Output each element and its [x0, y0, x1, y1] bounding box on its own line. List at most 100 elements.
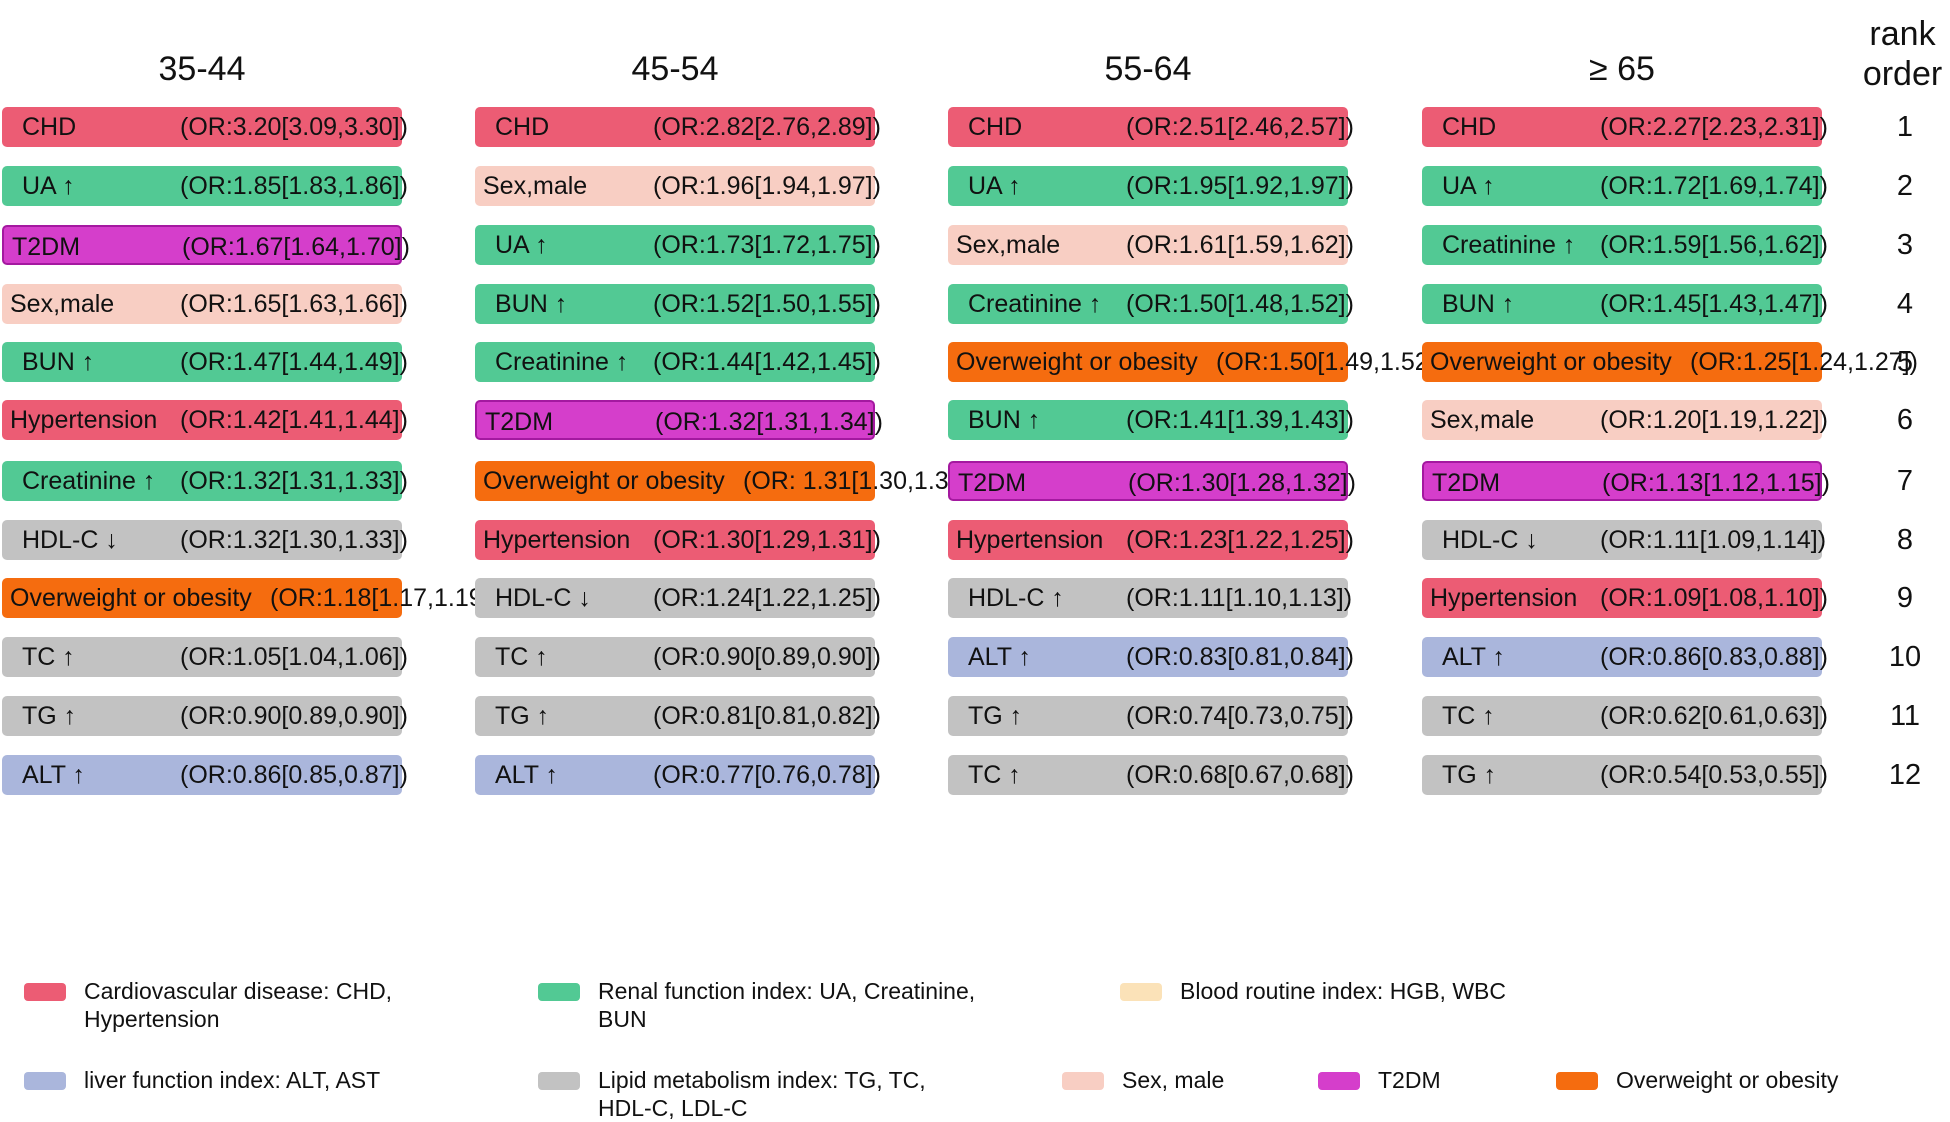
legend-text-cardio: Cardiovascular disease: CHD, Hypertensio… — [84, 978, 393, 1032]
odds-ratio-value: (OR:1.65[1.63,1.66]) — [180, 290, 408, 318]
factor-label: TC ↑ — [968, 761, 1021, 789]
factor-bar[interactable]: ALT ↑ (OR:0.83[0.81,0.84]) — [948, 637, 1354, 677]
legend-swatch-obesity — [1556, 1072, 1598, 1090]
factor-bar[interactable]: TG ↑ (OR:0.81[0.81,0.82]) — [475, 696, 881, 736]
factor-bar[interactable]: ALT ↑ (OR:0.86[0.85,0.87]) — [2, 755, 408, 795]
factor-bar[interactable]: Hypertension (OR:1.23[1.22,1.25]) — [948, 520, 1354, 560]
factor-bar[interactable]: HDL-C ↓ (OR:1.11[1.09,1.14]) — [1422, 520, 1826, 560]
factor-bar[interactable]: CHD (OR:2.82[2.76,2.89]) — [475, 107, 881, 147]
odds-ratio-value: (OR:0.77[0.76,0.78]) — [653, 761, 881, 789]
legend-swatch-t2dm — [1318, 1072, 1360, 1090]
rank-number: 1 — [1896, 111, 1914, 143]
odds-ratio-value: (OR:1.30[1.29,1.31]) — [653, 526, 881, 554]
factor-label: TG ↑ — [1442, 761, 1497, 789]
factor-label: Overweight or obesity — [1430, 348, 1672, 376]
legend-text-sex: Sex, male — [1122, 1067, 1225, 1093]
factor-label: Hypertension — [1430, 584, 1578, 612]
factor-label: Creatinine ↑ — [22, 467, 156, 495]
factor-bar[interactable]: Sex,male (OR:1.96[1.94,1.97]) — [475, 166, 881, 206]
factor-bar[interactable]: T2DM (OR:1.67[1.64,1.70]) — [2, 225, 410, 265]
factor-bar[interactable]: HDL-C ↓ (OR:1.32[1.30,1.33]) — [2, 520, 408, 560]
factor-label: Hypertension — [483, 526, 631, 554]
factor-bar[interactable]: Overweight or obesity (OR:1.18[1.17,1.19]… — [2, 578, 498, 618]
factor-label: T2DM — [958, 469, 1027, 497]
factor-bar[interactable]: T2DM (OR:1.32[1.31,1.34]) — [475, 400, 883, 440]
factor-label: HDL-C ↓ — [495, 584, 591, 612]
factor-bar[interactable]: CHD (OR:2.27[2.23,2.31]) — [1422, 107, 1828, 147]
factor-bar[interactable]: CHD (OR:2.51[2.46,2.57]) — [948, 107, 1354, 147]
factor-bar[interactable]: HDL-C ↑ (OR:1.11[1.10,1.13]) — [948, 578, 1352, 618]
factor-bar[interactable]: UA ↑ (OR:1.72[1.69,1.74]) — [1422, 166, 1828, 206]
legend-text-liver: liver function index: ALT, AST — [84, 1067, 381, 1093]
legend-swatch-blood — [1120, 983, 1162, 1001]
factor-bar[interactable]: BUN ↑ (OR:1.45[1.43,1.47]) — [1422, 284, 1828, 324]
factor-label: T2DM — [1432, 469, 1501, 497]
factor-label: T2DM — [12, 233, 81, 261]
factor-bar[interactable]: T2DM (OR:1.13[1.12,1.15]) — [1422, 461, 1830, 501]
factor-label: TG ↑ — [22, 702, 77, 730]
factor-bar[interactable]: Creatinine ↑ (OR:1.50[1.48,1.52]) — [948, 284, 1354, 324]
factor-bar[interactable]: TC ↑ (OR:0.62[0.61,0.63]) — [1422, 696, 1828, 736]
legend-text-renal: Renal function index: UA, Creatinine, BU… — [598, 978, 976, 1032]
legend-text-lipid: Lipid metabolism index: TG, TC, HDL-C, L… — [598, 1067, 926, 1121]
odds-ratio-value: (OR:0.90[0.89,0.90]) — [653, 643, 881, 671]
rank-order-header: rank order — [1862, 15, 1943, 93]
rank-number: 6 — [1896, 404, 1914, 436]
odds-ratio-value: (OR:1.73[1.72,1.75]) — [653, 231, 881, 259]
odds-ratio-value: (OR:2.27[2.23,2.31]) — [1600, 113, 1828, 141]
rank-number: 4 — [1896, 288, 1914, 320]
factor-label: Creatinine ↑ — [1442, 231, 1576, 259]
factor-bar[interactable]: TG ↑ (OR:0.90[0.89,0.90]) — [2, 696, 408, 736]
factor-bar[interactable]: Creatinine ↑ (OR:1.44[1.42,1.45]) — [475, 342, 881, 382]
factor-bar[interactable]: UA ↑ (OR:1.95[1.92,1.97]) — [948, 166, 1354, 206]
factor-bar[interactable]: TC ↑ (OR:0.90[0.89,0.90]) — [475, 637, 881, 677]
factor-bar[interactable]: BUN ↑ (OR:1.52[1.50,1.55]) — [475, 284, 881, 324]
odds-ratio-value: (OR:1.47[1.44,1.49]) — [180, 348, 408, 376]
odds-ratio-value: (OR:0.81[0.81,0.82]) — [653, 702, 881, 730]
factor-bar[interactable]: Overweight or obesity (OR:1.25[1.24,1.27]… — [1422, 342, 1918, 382]
factor-label: Creatinine ↑ — [495, 348, 629, 376]
odds-ratio-value: (OR:1.32[1.31,1.34]) — [655, 408, 883, 436]
factor-bar[interactable]: Hypertension (OR:1.30[1.29,1.31]) — [475, 520, 881, 560]
column-title-4: ≥ 65 — [1589, 50, 1655, 88]
factor-bar[interactable]: Sex,male (OR:1.65[1.63,1.66]) — [2, 284, 408, 324]
odds-ratio-value: (OR:1.23[1.22,1.25]) — [1126, 526, 1354, 554]
factor-label: Sex,male — [483, 172, 588, 200]
odds-ratio-value: (OR:1.13[1.12,1.15]) — [1602, 469, 1830, 497]
factor-bar[interactable]: Hypertension (OR:1.09[1.08,1.10]) — [1422, 578, 1828, 618]
factor-bar[interactable]: BUN ↑ (OR:1.41[1.39,1.43]) — [948, 400, 1354, 440]
factor-bar[interactable]: T2DM (OR:1.30[1.28,1.32]) — [948, 461, 1356, 501]
factor-bar[interactable]: Creatinine ↑ (OR:1.59[1.56,1.62]) — [1422, 225, 1828, 265]
rank-number: 11 — [1889, 700, 1921, 732]
factor-bar[interactable]: Sex,male (OR:1.61[1.59,1.62]) — [948, 225, 1354, 265]
factor-bar[interactable]: ALT ↑ (OR:0.77[0.76,0.78]) — [475, 755, 881, 795]
odds-ratio-value: (OR:0.90[0.89,0.90]) — [180, 702, 408, 730]
factor-label: BUN ↑ — [968, 406, 1041, 434]
factor-bar[interactable]: UA ↑ (OR:1.85[1.83,1.86]) — [2, 166, 408, 206]
legend-text-blood: Blood routine index: HGB, WBC — [1180, 978, 1506, 1004]
factor-bar[interactable]: Creatinine ↑ (OR:1.32[1.31,1.33]) — [2, 461, 408, 501]
factor-bar[interactable]: CHD (OR:3.20[3.09,3.30]) — [2, 107, 408, 147]
factor-bar[interactable]: TG ↑ (OR:0.74[0.73,0.75]) — [948, 696, 1354, 736]
factor-bar[interactable]: ALT ↑ (OR:0.86[0.83,0.88]) — [1422, 637, 1828, 677]
factor-bar[interactable]: HDL-C ↓ (OR:1.24[1.22,1.25]) — [475, 578, 881, 618]
odds-ratio-value: (OR:1.50[1.49,1.52]) — [1216, 348, 1444, 376]
odds-ratio-value: (OR:3.20[3.09,3.30]) — [180, 113, 408, 141]
factor-label: Overweight or obesity — [956, 348, 1198, 376]
odds-ratio-value: (OR:1.18[1.17,1.19]) — [270, 584, 498, 612]
odds-ratio-value: (OR: 1.31[1.30,1.32]) — [743, 467, 978, 495]
factor-bar[interactable]: TC ↑ (OR:1.05[1.04,1.06]) — [2, 637, 408, 677]
factor-bar[interactable]: UA ↑ (OR:1.73[1.72,1.75]) — [475, 225, 881, 265]
factor-bar[interactable]: TC ↑ (OR:0.68[0.67,0.68]) — [948, 755, 1354, 795]
factor-bar[interactable]: Overweight or obesity (OR:1.50[1.49,1.52]… — [948, 342, 1444, 382]
odds-ratio-value: (OR:1.50[1.48,1.52]) — [1126, 290, 1354, 318]
factor-bar[interactable]: TG ↑ (OR:0.54[0.53,0.55]) — [1422, 755, 1828, 795]
odds-ratio-value: (OR:0.74[0.73,0.75]) — [1126, 702, 1354, 730]
factor-bar[interactable]: Overweight or obesity (OR: 1.31[1.30,1.32… — [475, 461, 978, 501]
factor-bar[interactable]: BUN ↑ (OR:1.47[1.44,1.49]) — [2, 342, 408, 382]
factor-bar[interactable]: Sex,male (OR:1.20[1.19,1.22]) — [1422, 400, 1828, 440]
legend-swatch-sex — [1062, 1072, 1104, 1090]
factor-label: CHD — [22, 113, 77, 141]
factor-bar[interactable]: Hypertension (OR:1.42[1.41,1.44]) — [2, 400, 408, 440]
factor-label: UA ↑ — [22, 172, 75, 200]
